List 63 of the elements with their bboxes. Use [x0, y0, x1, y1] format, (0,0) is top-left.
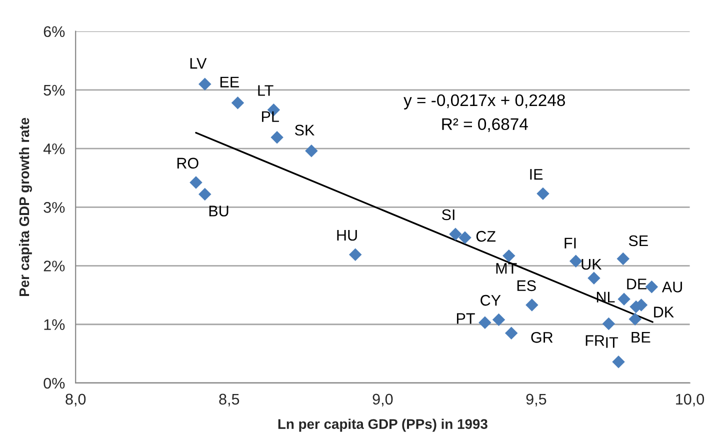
point: [231, 96, 244, 110]
data-label: FR: [586, 335, 604, 346]
point: [502, 249, 516, 262]
y-tick-label: 2%: [44, 260, 65, 272]
data-label: LT: [258, 85, 274, 96]
data-label: SI: [442, 209, 454, 220]
point: [645, 280, 658, 294]
data-label: DE: [627, 278, 646, 290]
data-label: LV: [190, 58, 207, 69]
annotation: R² = 0,6874: [442, 118, 528, 132]
x-tick-label: 9,5: [526, 394, 546, 406]
y-tick-label: 5%: [44, 84, 65, 96]
y-tick-label: 4%: [43, 143, 65, 154]
y-tick-label: 1%: [44, 319, 65, 330]
data-label: CY: [480, 294, 501, 306]
point: [449, 228, 462, 240]
point: [628, 312, 642, 326]
y-tick-label: 0%: [44, 378, 65, 389]
point: [305, 144, 318, 158]
data-label: CZ: [476, 230, 496, 242]
data-label: SK: [294, 124, 315, 136]
point: [588, 272, 600, 284]
point: [612, 356, 625, 368]
point: [602, 317, 616, 330]
x-tick-label: 9,0: [372, 394, 393, 406]
data-label: EE: [220, 76, 239, 88]
point: [478, 316, 492, 329]
point: [526, 298, 538, 312]
data-label: UK: [582, 259, 602, 270]
data-label: BE: [632, 332, 650, 342]
data-label: RO: [177, 158, 198, 169]
point: [618, 292, 630, 306]
point: [190, 176, 202, 189]
point: [198, 78, 212, 90]
data-label: IE: [530, 169, 543, 180]
annotation: y = -0,0217x + 0,2248: [404, 94, 565, 110]
point: [504, 326, 518, 340]
point: [458, 231, 472, 244]
y-axis-title: Per capita GDP growth rate: [18, 118, 32, 296]
point: [270, 131, 284, 144]
point: [198, 188, 212, 201]
data-label: SE: [628, 235, 648, 246]
data-label: DK: [654, 306, 674, 318]
y-tick-label: 6%: [44, 26, 65, 38]
data-label: BU: [209, 206, 228, 216]
x-tick-label: 8,0: [66, 394, 86, 406]
data-label: PL: [262, 111, 279, 122]
y-tick-label: 3%: [44, 202, 65, 213]
data-label: IT: [606, 337, 618, 348]
point: [492, 313, 506, 326]
data-label: FI: [564, 238, 576, 248]
point: [616, 252, 630, 266]
data-label: PT: [456, 313, 475, 324]
x-tick-label: 10,0: [676, 394, 704, 406]
data-label: AU: [662, 282, 682, 292]
point: [569, 254, 582, 268]
data-label: HU: [337, 230, 357, 241]
data-label: GR: [531, 332, 553, 343]
data-label: ES: [517, 280, 536, 292]
x-axis-title: Ln per capita GDP (PPs) in 1993: [278, 418, 488, 432]
point: [536, 187, 550, 200]
x-tick-label: 8,5: [219, 394, 240, 406]
point: [348, 248, 362, 261]
